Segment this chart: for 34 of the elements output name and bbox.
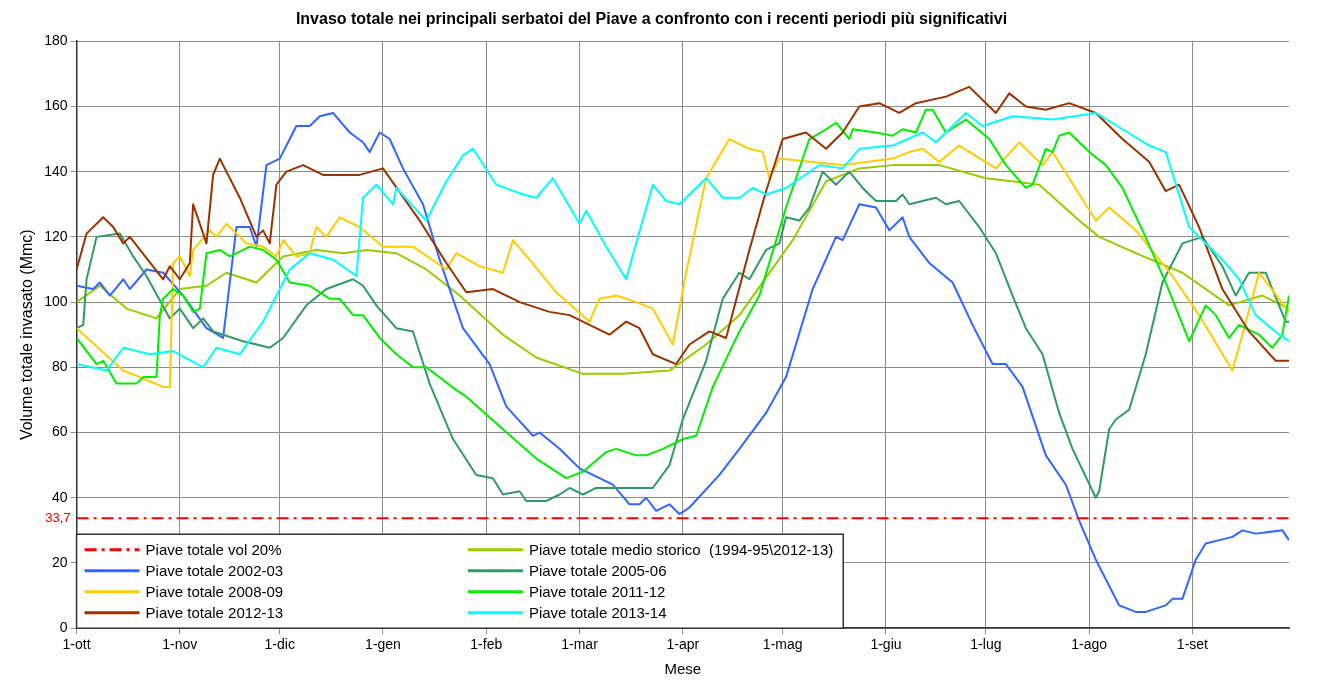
y-axis-title: Volume totale invasato (Mmc) — [18, 229, 36, 441]
y-tick-label: 140 — [44, 162, 68, 179]
chart-title: Invaso totale nei principali serbatoi del Piave a confronto con i recenti periodi più significativi — [295, 10, 1008, 28]
x-tick-label: 1-apr — [666, 636, 700, 653]
legend-label: Piave totale vol 20% — [145, 540, 282, 558]
x-tick-label: 1-giu — [870, 636, 902, 653]
y-tick-label: 40 — [51, 488, 68, 505]
y-tick-label: 160 — [44, 97, 68, 114]
legend-label: Piave totale medio storico (1994-95\2012-13) — [528, 540, 834, 558]
y-tick-label: 0 — [59, 619, 68, 636]
x-tick-label: 1-mag — [762, 636, 803, 653]
x-tick-label: 1-dic — [264, 636, 295, 653]
y-tick-label: 60 — [51, 423, 68, 440]
x-axis-title: Mese — [664, 660, 702, 678]
x-tick-label: 1-mar — [561, 636, 599, 653]
x-tick-label: 1-ott — [62, 636, 91, 653]
x-tick-label: 1-lug — [970, 636, 1002, 653]
legend-label: Piave totale 2011-12 — [528, 582, 666, 600]
legend-label: Piave totale 2012-13 — [145, 603, 284, 621]
x-tick-label: 1-set — [1176, 636, 1209, 653]
text: 33,7 — [45, 509, 71, 525]
x-tick-label: 1-feb — [470, 636, 503, 653]
legend-label: Piave totale 2002-03 — [145, 561, 284, 579]
y-tick-label: 100 — [44, 292, 68, 309]
legend-label: Piave totale 2013-14 — [528, 603, 667, 621]
y-tick-label: 80 — [51, 358, 68, 375]
y-tick-label: 20 — [51, 553, 68, 570]
legend-label: Piave totale 2005-06 — [528, 561, 667, 579]
x-tick-label: 1-nov — [162, 636, 198, 653]
x-tick-label: 1-ago — [1071, 636, 1108, 653]
y-tick-label: 180 — [44, 32, 68, 49]
x-tick-label: 1-gen — [365, 636, 401, 653]
legend-label: Piave totale 2008-09 — [145, 582, 284, 600]
y-tick-label: 120 — [44, 227, 68, 244]
